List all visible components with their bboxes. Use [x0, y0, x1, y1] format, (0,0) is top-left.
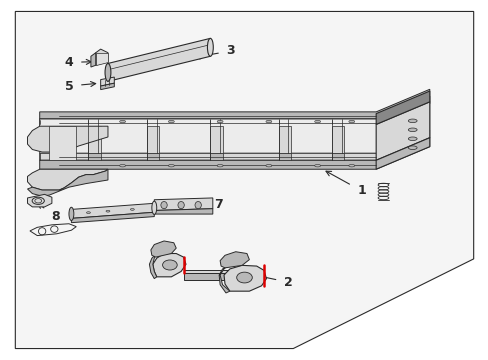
Text: 1: 1: [325, 171, 365, 197]
Ellipse shape: [236, 272, 252, 283]
Polygon shape: [101, 77, 114, 86]
Ellipse shape: [314, 165, 320, 167]
Polygon shape: [147, 126, 159, 153]
Polygon shape: [71, 203, 154, 219]
Polygon shape: [15, 12, 473, 348]
Polygon shape: [40, 131, 429, 160]
Polygon shape: [49, 126, 76, 160]
Ellipse shape: [152, 201, 157, 215]
Ellipse shape: [217, 165, 223, 167]
Text: 2: 2: [258, 274, 292, 289]
Polygon shape: [88, 153, 101, 160]
Ellipse shape: [162, 260, 177, 270]
Ellipse shape: [195, 202, 201, 209]
Polygon shape: [149, 255, 157, 279]
Ellipse shape: [130, 208, 134, 210]
Polygon shape: [154, 209, 212, 214]
Polygon shape: [210, 153, 222, 160]
Polygon shape: [219, 266, 229, 293]
Polygon shape: [91, 53, 96, 67]
Polygon shape: [375, 126, 387, 153]
Polygon shape: [153, 253, 185, 277]
Ellipse shape: [86, 212, 90, 213]
Polygon shape: [183, 270, 259, 273]
Polygon shape: [40, 89, 429, 119]
Ellipse shape: [105, 63, 111, 81]
Ellipse shape: [178, 202, 184, 209]
Polygon shape: [224, 265, 266, 291]
Polygon shape: [96, 53, 108, 65]
Polygon shape: [108, 39, 210, 81]
Text: 4: 4: [64, 56, 91, 69]
Polygon shape: [278, 153, 290, 160]
Ellipse shape: [217, 120, 223, 123]
Ellipse shape: [265, 120, 271, 123]
Ellipse shape: [120, 120, 125, 123]
Ellipse shape: [348, 120, 354, 123]
Polygon shape: [88, 126, 101, 153]
Text: 5: 5: [64, 80, 96, 93]
Polygon shape: [27, 126, 108, 152]
Polygon shape: [331, 153, 344, 160]
Ellipse shape: [168, 120, 174, 123]
Polygon shape: [331, 126, 344, 153]
Polygon shape: [40, 96, 429, 126]
Polygon shape: [27, 169, 108, 190]
Ellipse shape: [168, 165, 174, 167]
Polygon shape: [96, 49, 108, 65]
Polygon shape: [27, 169, 108, 196]
Ellipse shape: [407, 128, 416, 132]
Polygon shape: [278, 126, 290, 153]
Ellipse shape: [120, 165, 125, 167]
Ellipse shape: [161, 202, 167, 209]
Polygon shape: [147, 153, 159, 160]
Polygon shape: [220, 252, 249, 268]
Ellipse shape: [407, 119, 416, 123]
Ellipse shape: [207, 39, 213, 56]
Polygon shape: [40, 96, 429, 153]
Text: 7: 7: [195, 198, 223, 211]
Polygon shape: [375, 153, 387, 160]
Ellipse shape: [314, 120, 320, 123]
Text: 8: 8: [38, 203, 60, 224]
Text: 3: 3: [194, 44, 235, 59]
Ellipse shape: [407, 137, 416, 140]
Ellipse shape: [265, 165, 271, 167]
Polygon shape: [375, 138, 429, 169]
Polygon shape: [183, 273, 259, 280]
Ellipse shape: [106, 210, 110, 212]
Polygon shape: [154, 198, 212, 211]
Ellipse shape: [69, 207, 74, 221]
Ellipse shape: [407, 146, 416, 149]
Polygon shape: [210, 126, 222, 153]
Text: 6: 6: [85, 211, 109, 224]
Polygon shape: [375, 102, 429, 160]
Polygon shape: [375, 91, 429, 125]
Polygon shape: [101, 83, 114, 90]
Polygon shape: [40, 138, 429, 169]
Polygon shape: [71, 212, 154, 223]
Polygon shape: [27, 194, 52, 207]
Ellipse shape: [35, 199, 41, 203]
Ellipse shape: [348, 165, 354, 167]
Polygon shape: [151, 241, 176, 257]
